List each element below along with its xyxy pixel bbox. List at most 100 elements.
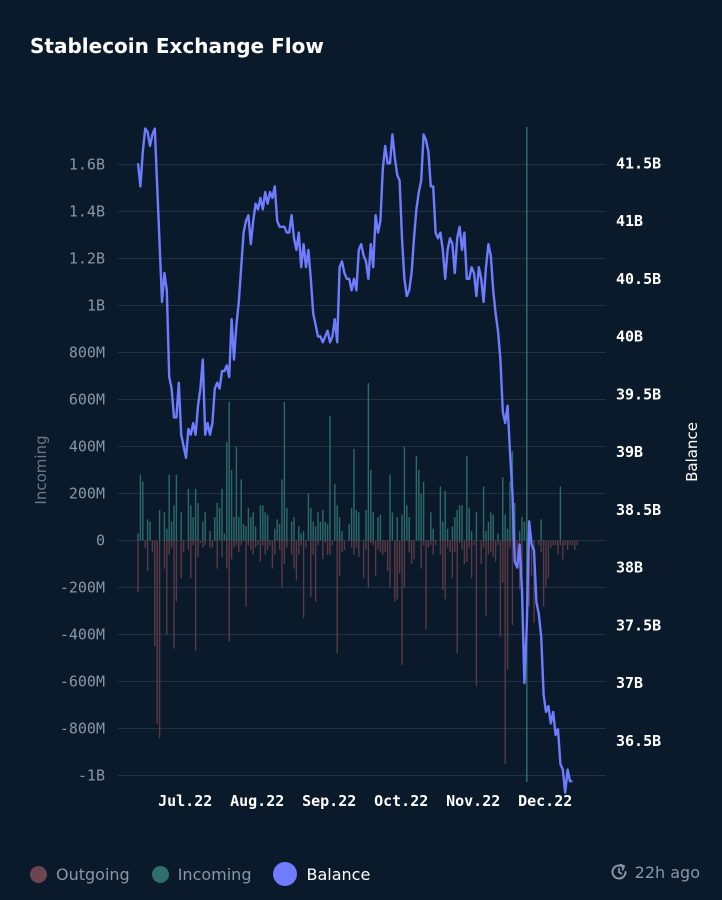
left-tick-label: -600M [60, 673, 105, 691]
incoming-bar [432, 528, 434, 541]
outgoing-bar [487, 540, 490, 555]
outgoing-bar [362, 540, 365, 579]
exchange-flow-chart[interactable]: -1B -800M -600M -400M -200M 0 200M 400M 600M 800M… [0, 0, 722, 850]
incoming-bar [358, 512, 360, 541]
outgoing-bar [408, 540, 410, 553]
incoming-bar [523, 521, 526, 541]
incoming-bar [415, 455, 418, 541]
incoming-bar [274, 528, 276, 541]
outgoing-bar [461, 540, 463, 550]
balance-dot-icon [273, 862, 298, 886]
incoming-bar [137, 533, 139, 541]
legend-outgoing[interactable]: Outgoing [30, 865, 130, 884]
outgoing-bar [271, 540, 274, 569]
outgoing-bar [516, 540, 518, 564]
incoming-bar [163, 512, 166, 541]
outgoing-bar [466, 540, 468, 562]
outgoing-bar [283, 540, 286, 564]
incoming-bar [139, 474, 142, 541]
incoming-bar [168, 474, 170, 541]
incoming-bars[interactable] [137, 383, 562, 541]
outgoing-bar [295, 540, 298, 581]
outgoing-bar [425, 540, 427, 630]
outgoing-bar [521, 540, 523, 574]
outgoing-bar [247, 540, 250, 546]
left-tick-label: 800M [69, 344, 105, 362]
incoming-bar [442, 521, 444, 541]
outgoing-bar [410, 540, 413, 564]
incoming-bar [401, 514, 403, 541]
outgoing-bar [151, 540, 154, 553]
legend-balance-label: Balance [306, 864, 371, 884]
incoming-bar [497, 533, 499, 541]
right-tick-label: 39.5B [616, 385, 661, 403]
incoming-bar [192, 517, 194, 541]
incoming-bar [492, 514, 494, 541]
incoming-bar [240, 479, 242, 541]
incoming-bar [216, 502, 218, 541]
incoming-bar [490, 512, 492, 541]
outgoing-bar [530, 540, 533, 576]
outgoing-bar [338, 540, 341, 576]
incoming-bar [233, 517, 235, 541]
incoming-bar [190, 505, 192, 541]
incoming-bar [379, 514, 382, 541]
incoming-bar [290, 521, 293, 541]
incoming-bar [175, 474, 178, 541]
outgoing-bar [245, 540, 247, 607]
incoming-bar [439, 486, 442, 541]
outgoing-bar [144, 540, 146, 548]
incoming-bar [485, 531, 487, 541]
outgoing-bar [324, 540, 326, 543]
outgoing-bar [365, 540, 367, 550]
incoming-bar [312, 521, 314, 541]
outgoing-bar [170, 540, 173, 548]
outgoing-bar [485, 540, 487, 616]
outgoing-bar [482, 540, 485, 548]
outgoing-bar [401, 540, 403, 666]
legend-balance[interactable]: Balance [273, 862, 370, 886]
outgoing-bar [305, 540, 307, 548]
left-tick-label: -800M [60, 720, 105, 738]
left-tick-label: -200M [60, 579, 105, 597]
incoming-bar [230, 470, 233, 541]
incoming-bar [367, 383, 370, 541]
outgoing-bar [336, 540, 338, 654]
incoming-bar [454, 517, 456, 541]
outgoing-bar [235, 540, 238, 546]
outgoing-bar [226, 540, 228, 569]
outgoing-bar [506, 540, 509, 670]
outgoing-bar [262, 540, 264, 546]
outgoing-bar [353, 540, 355, 555]
incoming-bar [283, 401, 286, 541]
outgoing-bar [290, 540, 293, 555]
outgoing-bar [312, 540, 314, 555]
outgoing-bar [372, 540, 374, 546]
outgoing-bar [158, 540, 161, 738]
legend-incoming[interactable]: Incoming [151, 865, 251, 884]
incoming-bar [461, 505, 463, 541]
outgoing-bars[interactable] [137, 540, 578, 764]
incoming-bar [518, 531, 521, 541]
balance-line[interactable] [136, 127, 573, 794]
incoming-dot-icon [151, 865, 169, 883]
incoming-bar [329, 415, 331, 541]
outgoing-bar [494, 540, 497, 562]
outgoing-bar [259, 540, 262, 562]
outgoing-bar [554, 540, 557, 546]
outgoing-bar [396, 540, 398, 600]
outgoing-bar [238, 540, 240, 553]
incoming-bar [334, 484, 336, 541]
incoming-bar [391, 512, 394, 541]
outgoing-bar [182, 540, 185, 553]
right-axis-title: Balance [683, 422, 701, 482]
outgoing-bar [221, 540, 223, 557]
outgoing-bar [377, 540, 379, 550]
left-tick-label: 400M [69, 438, 105, 456]
outgoing-bar [470, 540, 473, 579]
left-tick-label: 1.2B [69, 250, 105, 268]
outgoing-bar [509, 540, 511, 548]
incoming-bar [226, 441, 228, 541]
outgoing-bar [502, 540, 504, 583]
incoming-bar [446, 528, 449, 541]
